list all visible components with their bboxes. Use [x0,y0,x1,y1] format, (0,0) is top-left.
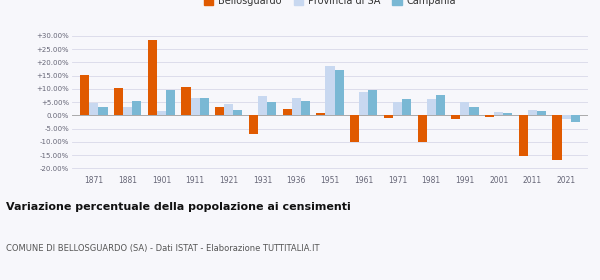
Bar [418,115,427,142]
Bar [267,102,276,115]
Bar [215,107,224,115]
Bar [469,108,479,115]
Bar [157,111,166,115]
Bar [233,109,242,115]
Bar [553,115,562,160]
Bar [325,66,335,115]
Bar [460,102,469,115]
Bar [503,113,512,115]
Bar [292,98,301,115]
Bar [191,98,200,115]
Bar [224,104,233,115]
Legend: Bellosguardo, Provincia di SA, Campania: Bellosguardo, Provincia di SA, Campania [200,0,460,10]
Bar [436,95,445,115]
Bar [402,99,411,115]
Bar [114,88,123,115]
Bar [200,98,209,115]
Bar [132,101,142,115]
Text: Variazione percentuale della popolazione ai censimenti: Variazione percentuale della popolazione… [6,202,351,212]
Bar [335,69,344,115]
Bar [258,95,267,115]
Bar [537,111,546,115]
Bar [571,115,580,122]
Bar [427,99,436,115]
Bar [494,112,503,115]
Bar [562,115,571,119]
Bar [249,115,258,134]
Bar [80,75,89,115]
Bar [350,115,359,142]
Bar [148,40,157,115]
Bar [316,113,325,115]
Bar [451,115,460,118]
Text: COMUNE DI BELLOSGUARDO (SA) - Dati ISTAT - Elaborazione TUTTITALIA.IT: COMUNE DI BELLOSGUARDO (SA) - Dati ISTAT… [6,244,320,253]
Bar [359,92,368,115]
Bar [384,115,393,118]
Bar [368,90,377,115]
Bar [528,110,537,115]
Bar [393,102,402,115]
Bar [518,115,528,157]
Bar [89,103,98,115]
Bar [123,107,132,115]
Bar [301,101,310,115]
Bar [283,109,292,115]
Bar [98,107,107,115]
Bar [181,87,191,115]
Bar [485,115,494,118]
Bar [166,90,175,115]
